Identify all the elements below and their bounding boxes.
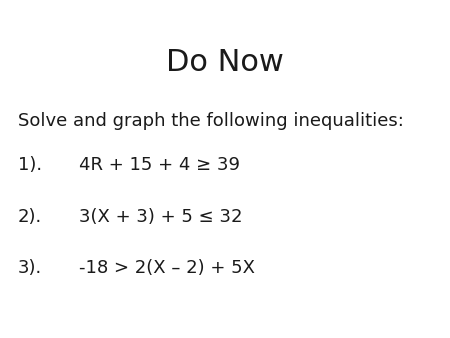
- Text: Solve and graph the following inequalities:: Solve and graph the following inequaliti…: [18, 112, 404, 130]
- Text: 3).: 3).: [18, 259, 42, 277]
- Text: 4R + 15 + 4 ≥ 39: 4R + 15 + 4 ≥ 39: [79, 156, 240, 174]
- Text: Do Now: Do Now: [166, 48, 284, 77]
- Text: DURING REVIEW I WILL ASK FOR VOLUNTEERS TO SOLVE THESE!: DURING REVIEW I WILL ASK FOR VOLUNTEERS …: [54, 306, 396, 315]
- Text: 3(X + 3) + 5 ≤ 32: 3(X + 3) + 5 ≤ 32: [79, 208, 242, 226]
- Text: -18 > 2(X – 2) + 5X: -18 > 2(X – 2) + 5X: [79, 259, 255, 277]
- Text: 1).: 1).: [18, 156, 42, 174]
- Text: COMPLETE THE DO NOW: COMPLETE THE DO NOW: [86, 15, 225, 25]
- Text: EVERYONE ELSE PUT A CHECK NEXT TO A RIGHT ANSWER OR CORRECT IT!: EVERYONE ELSE PUT A CHECK NEXT TO A RIGH…: [27, 322, 423, 331]
- Text: SILENTLY, INDEPENDENTLY, & IMMEDIATELY: SILENTLY, INDEPENDENTLY, & IMMEDIATELY: [225, 15, 450, 25]
- Text: 2).: 2).: [18, 208, 42, 226]
